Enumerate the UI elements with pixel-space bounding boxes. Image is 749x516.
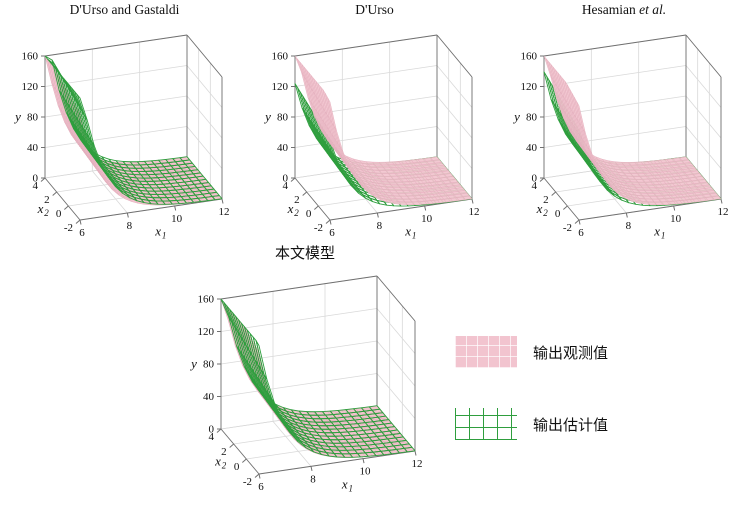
panel-hesamian: Hesamian et al. <box>499 2 749 252</box>
surface-plot-durso <box>250 18 499 252</box>
legend: 输出观测值 输出估计值 <box>455 336 608 480</box>
surface-plot-proposed-model <box>167 264 443 510</box>
panel-title-durso: D'Urso <box>250 2 499 18</box>
surface-plot-hesamian <box>499 18 748 252</box>
panel-title-durso-gastaldi: D'Urso and Gastaldi <box>0 2 249 18</box>
panel-durso: D'Urso <box>250 2 499 252</box>
panel-title-text: Hesamian <box>581 2 640 17</box>
legend-item-observed: 输出观测值 <box>455 336 608 368</box>
surface-plot-durso-gastaldi <box>0 18 249 252</box>
panel-title-text: D'Urso <box>355 2 394 17</box>
panel-title-em: et al. <box>639 2 667 17</box>
panel-title-text: 本文模型 <box>274 246 335 262</box>
legend-label-observed: 输出观测值 <box>533 344 609 362</box>
panel-title-text: D'Urso and Gastaldi <box>69 2 180 17</box>
panel-proposed-model: 本文模型 <box>167 244 443 510</box>
legend-label-estimated: 输出估计值 <box>533 416 609 434</box>
panel-durso-gastaldi: D'Urso and Gastaldi <box>0 2 249 252</box>
panel-title-proposed-model: 本文模型 <box>167 244 443 264</box>
estimated-mesh-swatch <box>455 408 517 440</box>
legend-item-estimated: 输出估计值 <box>455 408 608 440</box>
panel-title-hesamian: Hesamian et al. <box>499 2 749 18</box>
observed-surface-swatch <box>455 336 517 368</box>
